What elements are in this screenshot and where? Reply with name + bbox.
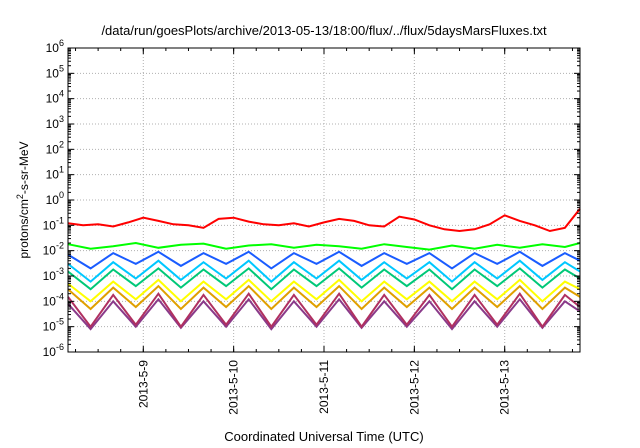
- series-line-8: [67, 291, 581, 329]
- series-line-7: [67, 284, 581, 311]
- y-tick-label: 104: [46, 89, 64, 106]
- y-tick-label: 10-4: [43, 291, 64, 308]
- y-tick-label: 101: [46, 165, 64, 182]
- y-axis-label: protons/cm2-s-sr-MeV: [15, 141, 31, 258]
- y-tick-label: 10-2: [43, 241, 64, 258]
- series-line-5: [67, 267, 581, 291]
- y-tick-label: 103: [46, 114, 64, 131]
- y-tick-label: 10-5: [43, 317, 64, 334]
- x-axis-label: Coordinated Universal Time (UTC): [224, 429, 423, 444]
- series-group: [67, 208, 581, 331]
- x-tick-label: 2013-5-10: [227, 360, 241, 415]
- y-tick-label: 10-1: [43, 215, 64, 232]
- series-line-6: [67, 278, 581, 303]
- chart-title: /data/run/goesPlots/archive/2013-05-13/1…: [101, 23, 547, 38]
- y-tick-label: 105: [46, 63, 64, 80]
- x-tick-label: 2013-5-12: [407, 360, 421, 415]
- x-tick-labels: 2013-5-9 2013-5-10 2013-5-11 2013-5-12 2013-…: [136, 360, 511, 415]
- ticks: [68, 47, 580, 353]
- y-tick-label: 10-6: [43, 342, 64, 359]
- series-line-4: [67, 259, 581, 283]
- y-tick-label: 102: [46, 139, 64, 156]
- y-tick-labels: 10-6 10-5 10-4 10-3 10-2 10-1 100 101 102 103 104 1…: [43, 38, 64, 359]
- series-line-1: [67, 208, 581, 233]
- x-tick-label: 2013-5-11: [317, 360, 331, 414]
- series-line-2: [67, 241, 581, 251]
- series-line-9: [67, 297, 581, 331]
- grid: [68, 48, 580, 352]
- y-tick-label: 100: [46, 190, 64, 207]
- y-tick-label: 10-3: [43, 266, 64, 283]
- y-tick-label: 106: [46, 38, 64, 55]
- x-tick-label: 2013-5-9: [136, 360, 150, 408]
- x-tick-label: 2013-5-13: [498, 360, 512, 415]
- series-line-3: [67, 250, 581, 270]
